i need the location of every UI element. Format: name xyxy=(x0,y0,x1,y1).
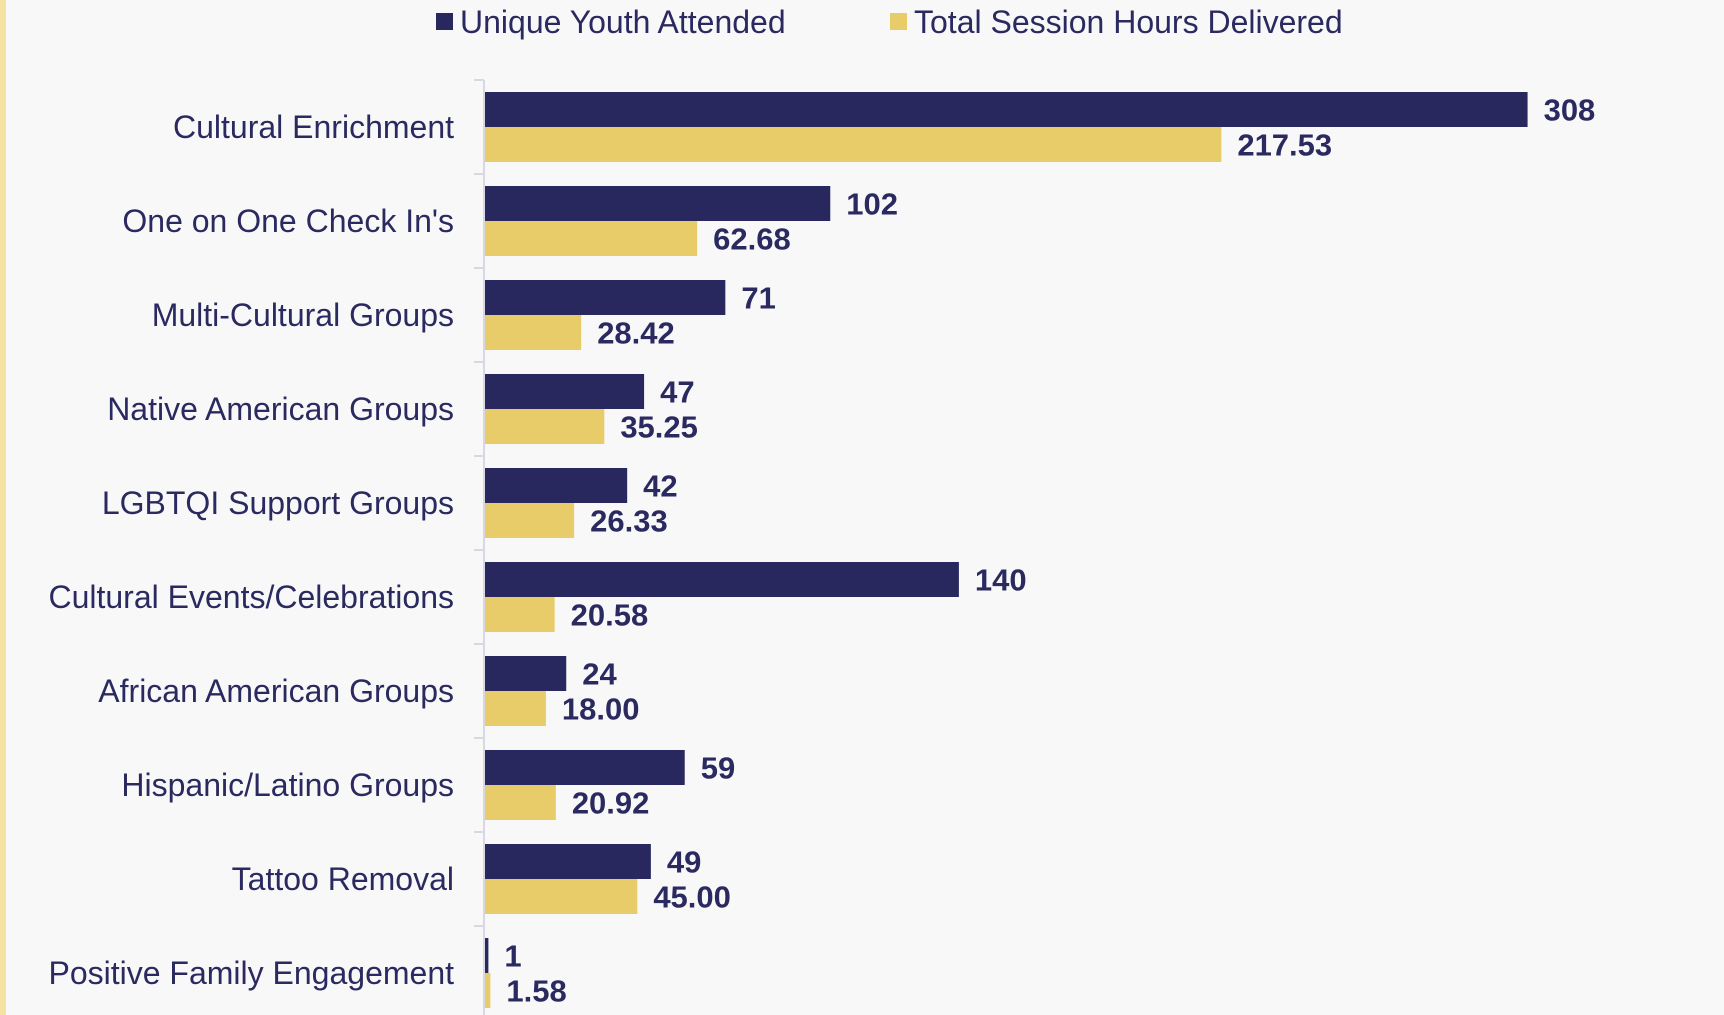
bar-hours xyxy=(485,973,491,1008)
data-label-youth: 59 xyxy=(701,751,735,786)
data-label-hours: 18.00 xyxy=(562,692,640,727)
bars xyxy=(485,92,1528,1008)
legend-label-1: Unique Youth Attended xyxy=(460,4,786,40)
bar-hours xyxy=(485,597,555,632)
category-label: Cultural Enrichment xyxy=(173,109,454,145)
legend-swatch-1 xyxy=(436,13,453,30)
bar-youth xyxy=(485,186,831,221)
bar-youth xyxy=(485,656,567,691)
value-labels: 308 102 71 47 42 140 24 59 49 1 217.53 62.68 28.42 35… xyxy=(504,93,1595,1009)
data-label-youth: 71 xyxy=(741,281,775,316)
data-label-youth: 308 xyxy=(1544,93,1596,128)
legend-swatch-2 xyxy=(890,13,907,30)
data-label-hours: 217.53 xyxy=(1237,128,1332,163)
data-label-youth: 42 xyxy=(643,469,677,504)
data-label-hours: 20.92 xyxy=(572,786,650,821)
category-label: Multi-Cultural Groups xyxy=(152,297,454,333)
category-label: Tattoo Removal xyxy=(232,861,454,897)
category-label: One on One Check In's xyxy=(122,203,454,239)
bar-youth xyxy=(485,562,959,597)
bar-youth xyxy=(485,280,726,315)
category-label: Native American Groups xyxy=(107,391,454,427)
bar-hours xyxy=(485,503,575,538)
data-label-youth: 140 xyxy=(975,563,1027,598)
legend-label-2: Total Session Hours Delivered xyxy=(914,4,1343,40)
data-label-youth: 47 xyxy=(660,375,694,410)
bar-youth xyxy=(485,92,1528,127)
left-accent-rule xyxy=(0,0,6,1015)
bar-hours xyxy=(485,315,582,350)
legend: Unique Youth Attended Total Session Hours… xyxy=(436,4,1343,40)
category-labels: Cultural Enrichment One on One Check In's… xyxy=(48,109,454,991)
data-label-hours: 1.58 xyxy=(506,974,566,1009)
data-label-youth: 49 xyxy=(667,845,701,880)
data-label-youth: 1 xyxy=(504,939,521,974)
data-label-hours: 62.68 xyxy=(713,222,791,257)
bar-hours xyxy=(485,785,556,820)
category-label: Cultural Events/Celebrations xyxy=(48,579,454,615)
bar-hours xyxy=(485,221,698,256)
category-label: African American Groups xyxy=(98,673,454,709)
bar-youth xyxy=(485,750,685,785)
category-ticks xyxy=(474,79,484,927)
bar-hours xyxy=(485,879,638,914)
bar-youth xyxy=(485,938,489,973)
data-label-youth: 102 xyxy=(846,187,898,222)
data-label-hours: 45.00 xyxy=(653,880,731,915)
data-label-hours: 20.58 xyxy=(571,598,649,633)
category-label: LGBTQI Support Groups xyxy=(102,485,454,521)
bar-hours xyxy=(485,409,605,444)
data-label-hours: 35.25 xyxy=(620,410,698,445)
bar-youth xyxy=(485,468,628,503)
bar-youth xyxy=(485,374,645,409)
category-label: Positive Family Engagement xyxy=(48,955,454,991)
bar-youth xyxy=(485,844,651,879)
data-label-hours: 28.42 xyxy=(597,316,675,351)
category-label: Hispanic/Latino Groups xyxy=(121,767,454,803)
data-label-youth: 24 xyxy=(582,657,617,692)
bar-hours xyxy=(485,127,1222,162)
data-label-hours: 26.33 xyxy=(590,504,668,539)
bar-hours xyxy=(485,691,546,726)
